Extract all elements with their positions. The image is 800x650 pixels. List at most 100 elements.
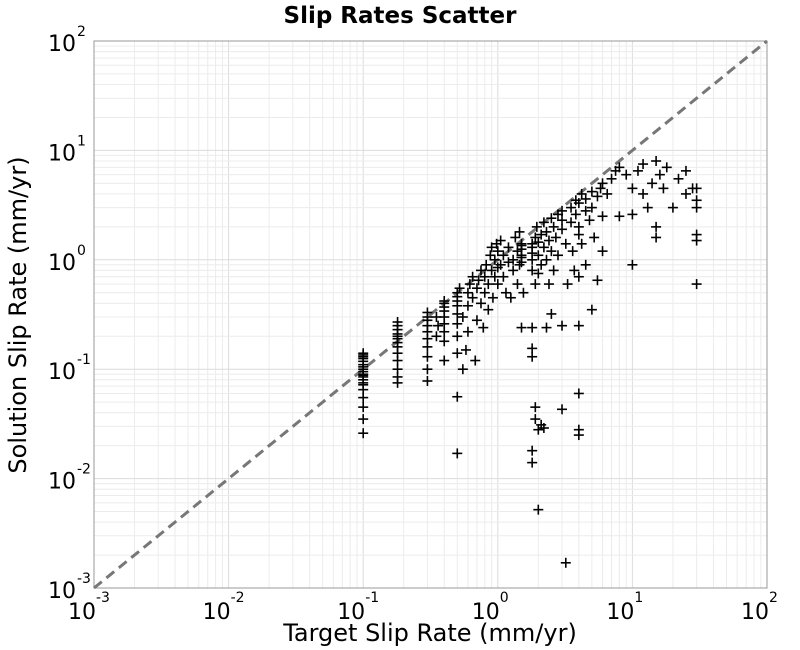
data-point (597, 246, 608, 257)
data-point (533, 250, 544, 261)
data-point (498, 271, 509, 282)
data-point (621, 169, 632, 180)
data-point (505, 292, 516, 303)
data-point (460, 344, 471, 355)
data-point (487, 292, 498, 303)
data-point (527, 322, 538, 333)
data-point (358, 428, 369, 439)
data-point (530, 279, 541, 290)
data-point (527, 445, 538, 456)
data-point (422, 351, 433, 362)
data-point (478, 322, 489, 333)
data-point (510, 232, 521, 243)
data-point (580, 259, 591, 270)
y-tick-exponent: 1 (77, 133, 86, 149)
data-point (680, 165, 691, 176)
x-tick-label: 10 (606, 600, 634, 625)
data-point (538, 242, 549, 253)
data-point (543, 279, 554, 290)
data-point (614, 211, 625, 222)
data-point (439, 336, 450, 347)
data-point (680, 188, 691, 199)
data-point (562, 279, 573, 290)
data-point (673, 173, 684, 184)
chart-title: Slip Rates Scatter (284, 3, 518, 29)
data-point (485, 250, 496, 261)
data-point (548, 221, 559, 232)
data-point (569, 265, 580, 276)
data-point (586, 186, 597, 197)
data-point (495, 259, 506, 270)
data-point (475, 298, 486, 309)
data-point (518, 287, 529, 298)
data-point (508, 265, 519, 276)
y-tick-exponent: -3 (77, 571, 91, 587)
data-point (533, 268, 544, 279)
data-point (492, 246, 503, 257)
data-point (560, 238, 571, 249)
x-tick-label: 10 (741, 600, 769, 625)
data-point (533, 237, 544, 248)
data-point (467, 271, 478, 282)
y-axis-label: Solution Slip Rate (mm/yr) (4, 156, 32, 473)
x-tick-label: 10 (472, 600, 500, 625)
data-point (479, 287, 490, 298)
y-tick-label: 10 (48, 470, 76, 495)
data-point (358, 348, 369, 359)
data-point (567, 246, 578, 257)
data-point (516, 240, 527, 251)
data-point (651, 221, 662, 232)
data-point (439, 296, 450, 307)
data-point (471, 283, 482, 294)
data-point (431, 331, 442, 342)
data-point (422, 376, 433, 387)
data-point (489, 271, 500, 282)
data-point (548, 265, 559, 276)
data-point (541, 226, 552, 237)
data-point (495, 235, 506, 246)
data-point (358, 414, 369, 425)
data-point (514, 259, 525, 270)
data-point (592, 191, 603, 202)
data-point (462, 300, 473, 311)
data-point (452, 331, 463, 342)
y-tick-label: 10 (48, 141, 76, 166)
data-point (530, 414, 541, 425)
data-point (576, 238, 587, 249)
data-point (479, 271, 490, 282)
x-tick-label: 10 (68, 600, 96, 625)
data-point (489, 254, 500, 265)
data-point (512, 279, 523, 290)
data-point (573, 424, 584, 435)
data-point (471, 315, 482, 326)
x-tick-label: 10 (203, 600, 231, 625)
data-point (508, 254, 519, 265)
data-point (642, 202, 653, 213)
data-point (516, 252, 527, 263)
data-point (475, 265, 486, 276)
data-point (516, 322, 527, 333)
data-point (452, 318, 463, 329)
data-point (422, 307, 433, 318)
data-point (392, 364, 403, 375)
data-point (602, 188, 613, 199)
data-point (557, 205, 568, 216)
data-point (538, 217, 549, 228)
data-point (481, 259, 492, 270)
data-point (595, 183, 606, 194)
data-point (557, 404, 568, 415)
data-point (566, 217, 577, 228)
data-point (573, 320, 584, 331)
data-point (586, 304, 597, 315)
data-point (638, 188, 649, 199)
x-tick-exponent: -2 (231, 590, 245, 606)
x-tick-exponent: -1 (365, 590, 379, 606)
x-tick-exponent: 1 (634, 590, 643, 606)
data-point (573, 388, 584, 399)
x-tick-exponent: -3 (96, 590, 110, 606)
data-point (498, 250, 509, 261)
data-point (627, 183, 638, 194)
